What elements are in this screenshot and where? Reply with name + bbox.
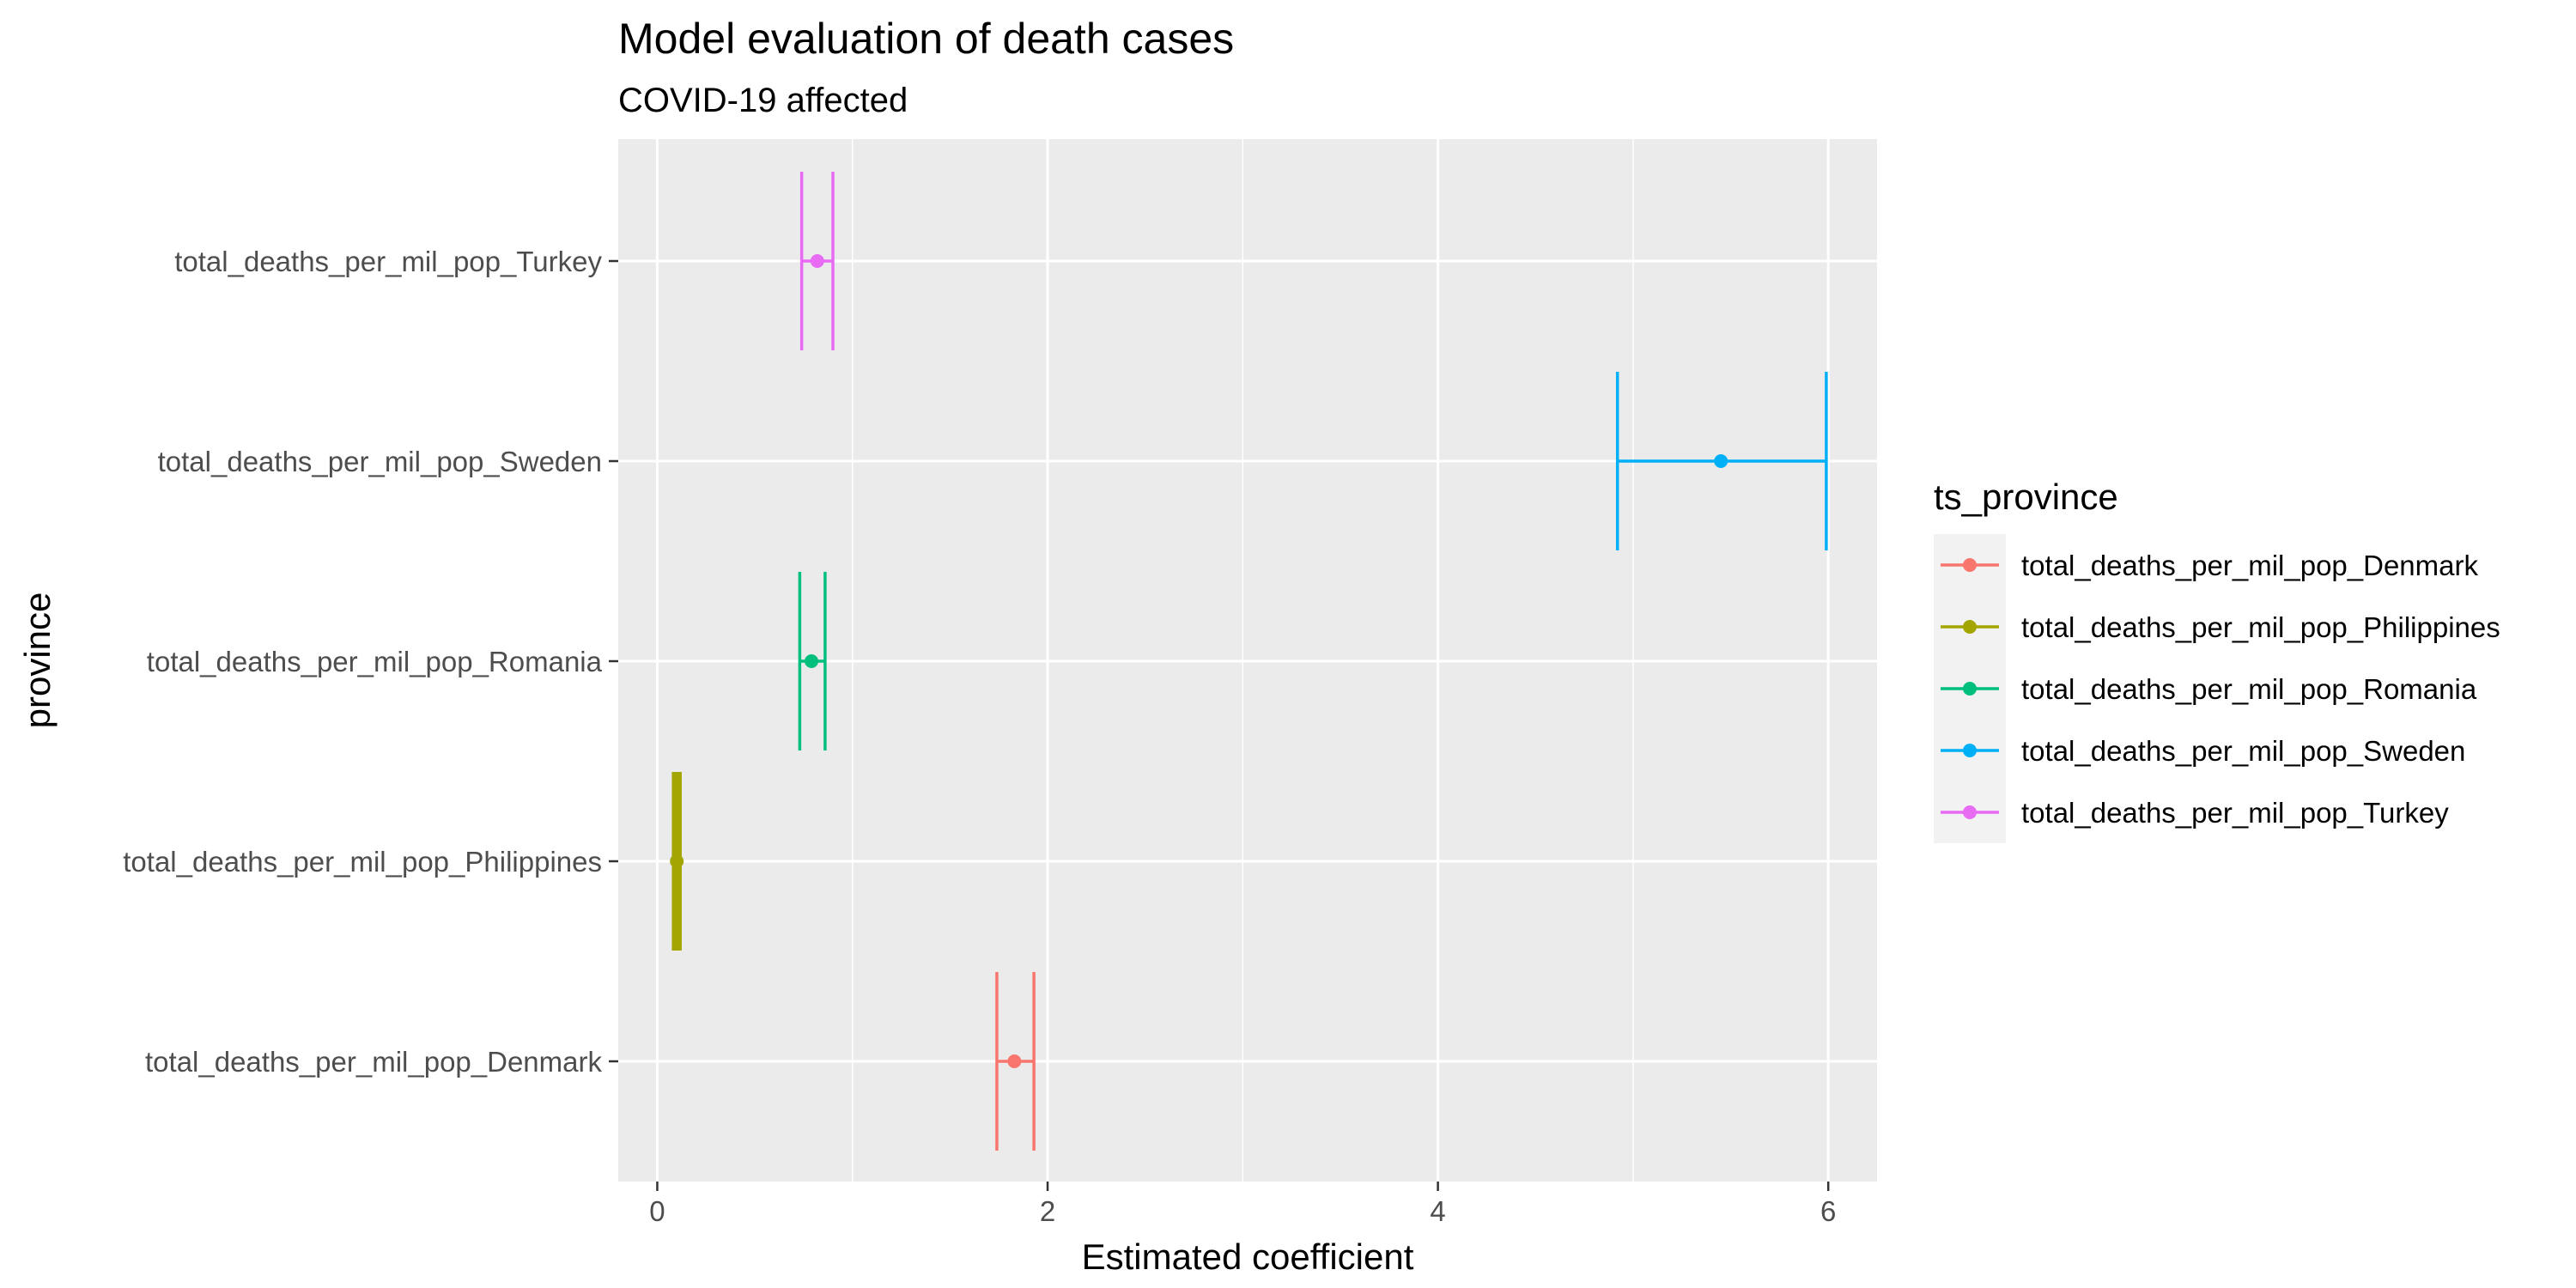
estimate-point — [1714, 454, 1728, 468]
series-total_deaths_per_mil_pop_Sweden — [1615, 372, 1828, 550]
series-total_deaths_per_mil_pop_Turkey — [799, 172, 835, 350]
legend-label: total_deaths_per_mil_pop_Turkey — [2021, 797, 2449, 829]
legend-key-point — [1963, 805, 1977, 819]
legend-title: ts_province — [1934, 477, 2118, 517]
legend-label: total_deaths_per_mil_pop_Romania — [2021, 673, 2477, 705]
y-tick-label: total_deaths_per_mil_pop_Turkey — [174, 246, 602, 277]
x-tick-label: 4 — [1430, 1195, 1445, 1227]
y-tick-label: total_deaths_per_mil_pop_Denmark — [145, 1046, 602, 1078]
estimate-point — [810, 254, 824, 268]
x-tick-label: 2 — [1040, 1195, 1055, 1227]
legend-key-point — [1963, 744, 1977, 757]
estimate-point — [1007, 1054, 1022, 1068]
legend-key-point — [1963, 558, 1977, 572]
y-tick-label: total_deaths_per_mil_pop_Romania — [147, 646, 603, 677]
x-axis-title: Estimated coefficient — [1082, 1236, 1414, 1277]
y-axis-title: province — [17, 592, 58, 729]
x-tick-label: 0 — [649, 1195, 665, 1227]
y-tick-label: total_deaths_per_mil_pop_Philippines — [123, 846, 602, 878]
y-axis: total_deaths_per_mil_pop_Denmark total_de… — [123, 246, 618, 1078]
legend-label: total_deaths_per_mil_pop_Philippines — [2021, 611, 2500, 643]
series-total_deaths_per_mil_pop_Romania — [798, 572, 827, 750]
estimate-point — [805, 654, 819, 668]
legend-label: total_deaths_per_mil_pop_Sweden — [2021, 735, 2465, 767]
chart-subtitle: COVID-19 affected — [618, 82, 908, 119]
chart-marks — [670, 172, 1828, 1151]
legend-label: total_deaths_per_mil_pop_Denmark — [2021, 550, 2478, 581]
legend: total_deaths_per_mil_pop_Denmark total_de… — [1934, 534, 2500, 843]
legend-key-point — [1963, 682, 1977, 696]
series-total_deaths_per_mil_pop_Denmark — [995, 972, 1036, 1151]
estimate-point — [670, 854, 684, 868]
y-tick-label: total_deaths_per_mil_pop_Sweden — [158, 446, 602, 477]
x-axis: 0 2 4 6 — [649, 1182, 1836, 1227]
series-total_deaths_per_mil_pop_Philippines — [670, 772, 684, 951]
legend-key-point — [1963, 620, 1977, 634]
x-tick-label: 6 — [1820, 1195, 1836, 1227]
chart-title: Model evaluation of death cases — [618, 15, 1234, 63]
